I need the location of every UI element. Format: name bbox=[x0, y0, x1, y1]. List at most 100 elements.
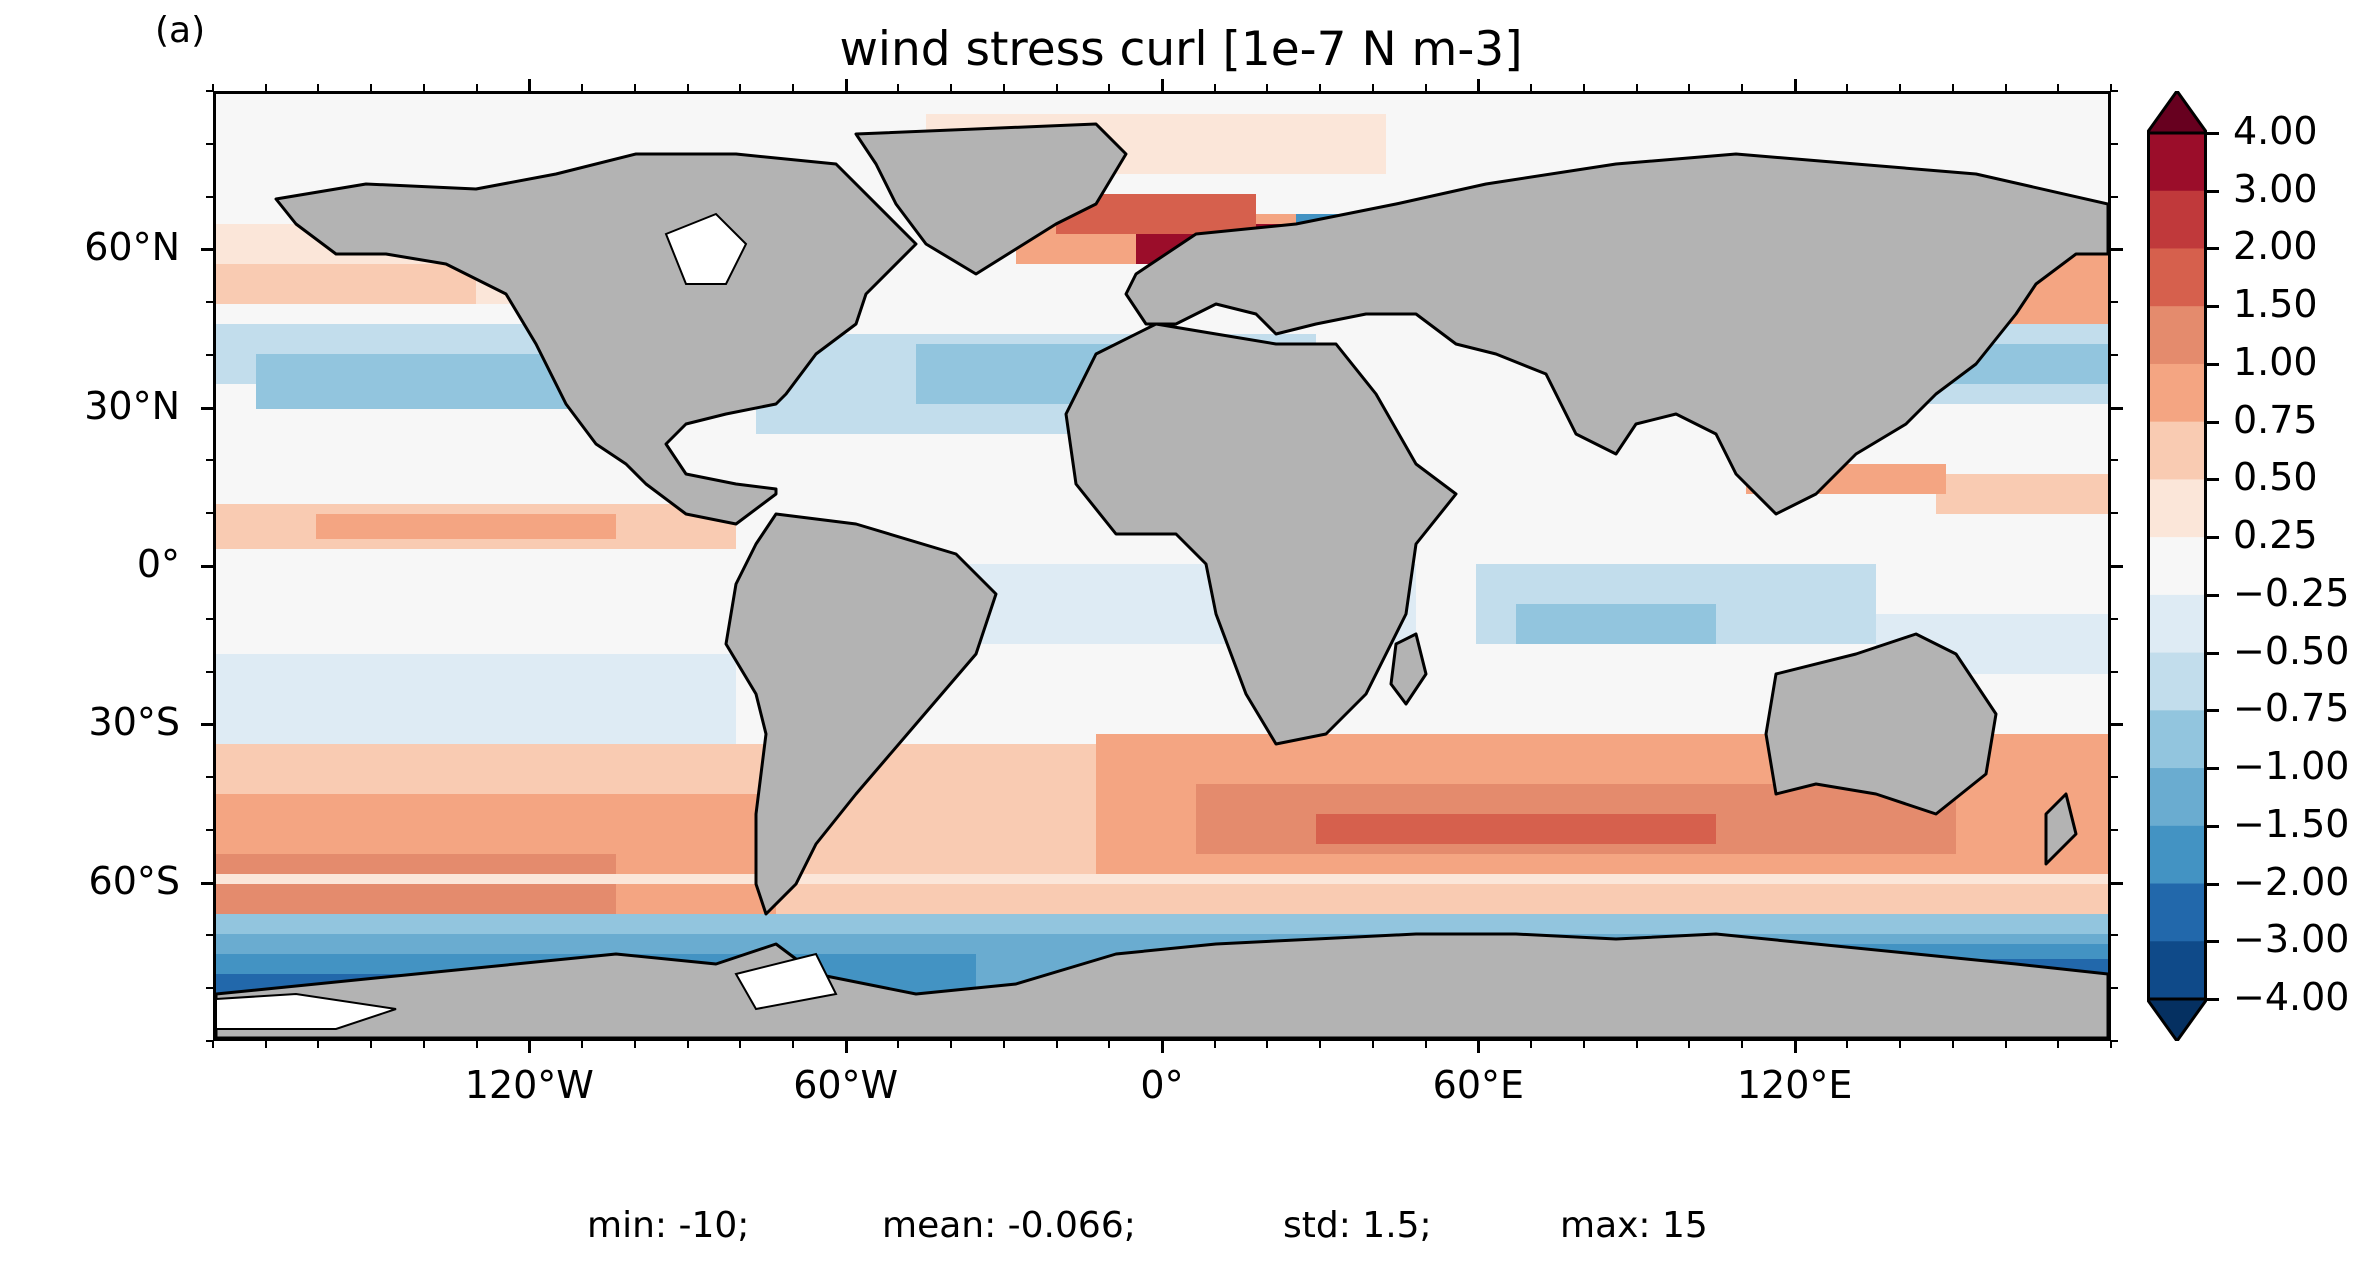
lon-minor-tick bbox=[1530, 84, 1533, 91]
lon-minor-tick bbox=[1002, 84, 1005, 91]
colorbar-tick bbox=[2207, 651, 2219, 655]
lat-minor-tick bbox=[2111, 301, 2118, 304]
colorbar-extend-min bbox=[2144, 997, 2210, 1044]
lat-minor-tick bbox=[206, 301, 213, 304]
lon-minor-tick bbox=[739, 1041, 742, 1048]
lat-minor-tick bbox=[2111, 670, 2118, 673]
colorbar-swatch bbox=[2147, 537, 2207, 596]
lat-minor-tick bbox=[206, 248, 213, 251]
colorbar-tick bbox=[2207, 824, 2219, 828]
lon-minor-tick bbox=[950, 84, 953, 91]
colorbar-tick-label: 0.25 bbox=[2233, 513, 2318, 558]
lat-minor-tick bbox=[206, 881, 213, 884]
lon-minor-tick bbox=[1477, 84, 1480, 91]
lon-minor-tick bbox=[528, 84, 531, 91]
lat-minor-tick bbox=[2111, 512, 2118, 515]
colorbar-swatches bbox=[2144, 88, 2210, 1044]
map-plot-area bbox=[213, 91, 2111, 1041]
colorbar-tick bbox=[2207, 305, 2219, 309]
lon-minor-tick bbox=[897, 84, 900, 91]
lon-minor-tick bbox=[1635, 1041, 1638, 1048]
lat-tick-label: 0° bbox=[136, 542, 180, 586]
lat-minor-tick bbox=[2111, 90, 2118, 92]
lat-minor-tick bbox=[206, 723, 213, 726]
lat-tick-label: 30°S bbox=[88, 700, 180, 745]
colorbar-tick bbox=[2207, 478, 2219, 482]
lat-minor-tick bbox=[2111, 776, 2118, 779]
lat-minor-tick bbox=[206, 142, 213, 145]
colorbar-swatch bbox=[2147, 883, 2207, 942]
lon-minor-tick bbox=[475, 84, 478, 91]
lon-minor-tick bbox=[1266, 84, 1269, 91]
colorbar-tick bbox=[2207, 420, 2219, 424]
lon-minor-tick bbox=[1635, 84, 1638, 91]
lon-minor-tick bbox=[844, 1041, 847, 1048]
lon-minor-tick bbox=[1899, 1041, 1902, 1048]
lat-minor-tick bbox=[2111, 142, 2118, 145]
colorbar-tick bbox=[2207, 998, 2219, 1001]
colorbar-tick bbox=[2207, 189, 2219, 193]
lon-minor-tick bbox=[317, 1041, 320, 1048]
colorbar-tick bbox=[2207, 132, 2219, 135]
colorbar-tick-label: 1.50 bbox=[2233, 282, 2318, 327]
antarctica bbox=[216, 932, 2108, 1038]
lat-minor-tick bbox=[206, 828, 213, 831]
colorbar-swatch bbox=[2147, 825, 2207, 885]
lon-minor-tick bbox=[581, 84, 584, 91]
lon-minor-tick bbox=[1424, 84, 1427, 91]
colorbar-swatch bbox=[2147, 248, 2207, 307]
lat-minor-tick bbox=[2111, 934, 2118, 937]
lon-minor-tick bbox=[317, 84, 320, 91]
lon-minor-tick bbox=[1319, 1041, 1322, 1048]
lon-minor-tick bbox=[212, 84, 214, 91]
land bbox=[216, 122, 2108, 1038]
africa bbox=[1064, 322, 1458, 746]
colorbar-tick bbox=[2207, 767, 2219, 771]
lat-minor-tick bbox=[206, 1040, 213, 1042]
lon-minor-tick bbox=[1582, 1041, 1585, 1048]
lon-tick-label: 0° bbox=[1140, 1063, 1184, 1107]
colorbar-tick-label: 4.00 bbox=[2233, 109, 2318, 153]
lon-minor-tick bbox=[370, 84, 373, 91]
lat-minor-tick bbox=[206, 617, 213, 620]
lon-tick-label: 60°E bbox=[1432, 1063, 1525, 1107]
lon-minor-tick bbox=[264, 1041, 267, 1048]
stat-std: std: 1.5; bbox=[1283, 1205, 1432, 1246]
lon-minor-tick bbox=[1213, 1041, 1216, 1048]
colorbar-tick bbox=[2207, 536, 2219, 540]
lat-minor-tick bbox=[2111, 406, 2118, 409]
lat-minor-tick bbox=[2111, 565, 2118, 567]
antarctic-ice-shelf-west bbox=[216, 992, 397, 1030]
lon-tick-label: 120°W bbox=[464, 1063, 594, 1107]
colorbar-tick-label: −4.00 bbox=[2233, 975, 2350, 1019]
lon-minor-tick bbox=[1161, 1041, 1163, 1048]
lon-minor-tick bbox=[1055, 1041, 1058, 1048]
lon-minor-tick bbox=[581, 1041, 584, 1048]
stat-min: min: -10; bbox=[587, 1205, 750, 1246]
lat-tick-label: 60°N bbox=[84, 225, 180, 270]
lon-minor-tick bbox=[897, 1041, 900, 1048]
colorbar-tick-label: 3.00 bbox=[2233, 166, 2318, 211]
colorbar-tick bbox=[2207, 593, 2219, 597]
lon-minor-tick bbox=[1582, 84, 1585, 91]
lon-tick-label: 60°W bbox=[793, 1063, 899, 1107]
lon-minor-tick bbox=[844, 84, 847, 91]
lat-minor-tick bbox=[2111, 617, 2118, 620]
lat-minor-tick bbox=[2111, 459, 2118, 462]
lon-minor-tick bbox=[1530, 1041, 1533, 1048]
colorbar-swatch bbox=[2147, 421, 2207, 480]
lat-minor-tick bbox=[206, 670, 213, 673]
lon-minor-tick bbox=[1951, 1041, 1954, 1048]
lon-minor-tick bbox=[633, 1041, 636, 1048]
lon-minor-tick bbox=[1424, 1041, 1427, 1048]
colorbar-tick bbox=[2207, 709, 2219, 713]
australia bbox=[1764, 632, 1998, 816]
white-ice-regions bbox=[216, 212, 838, 1030]
colorbar-tick-label: 0.75 bbox=[2233, 397, 2318, 442]
lon-minor-tick bbox=[633, 84, 636, 91]
colorbar-swatch bbox=[2147, 768, 2207, 827]
lon-minor-tick bbox=[1846, 84, 1849, 91]
lon-minor-tick bbox=[739, 84, 742, 91]
lon-minor-tick bbox=[2057, 1041, 2060, 1048]
lat-minor-tick bbox=[206, 406, 213, 409]
